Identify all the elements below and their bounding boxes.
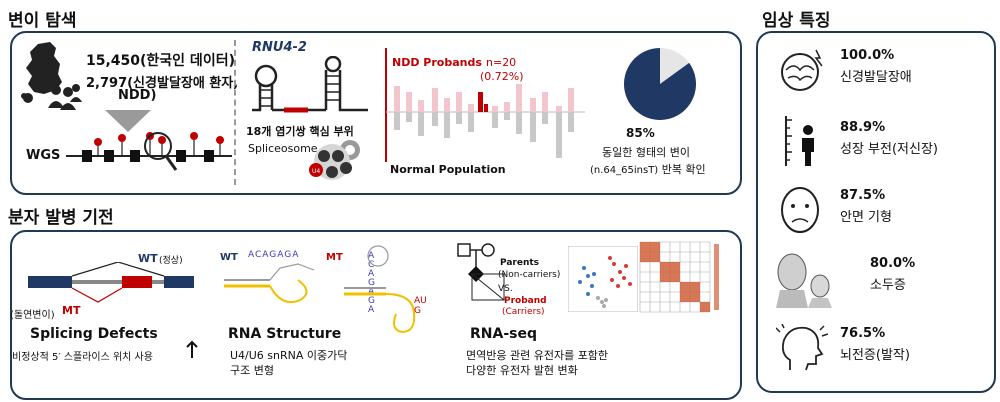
wt-rna-structure xyxy=(224,263,315,304)
clinical-pct: 100.0% xyxy=(840,48,895,63)
height-icon xyxy=(785,116,814,166)
splicing-desc: 비정상적 5′ 스플라이스 위치 사용 xyxy=(12,352,153,363)
spliceosome-label: Spliceosome xyxy=(248,142,318,155)
ndd-count-line1: 2,797(신경발달장애 환자, xyxy=(86,76,239,91)
mt-sequence: ACAGAGA xyxy=(368,251,375,315)
molecular-mechanism-title: 분자 발병 기전 xyxy=(8,208,114,228)
proband-label: Proband xyxy=(504,296,547,306)
down-arrow-icon xyxy=(105,110,151,132)
vs-label: VS. xyxy=(498,284,513,294)
clinical-label: 성장 부전(저신장) xyxy=(840,142,938,157)
korea-map-icon xyxy=(21,42,82,110)
rna-desc-2: 구조 변형 xyxy=(230,364,274,377)
clinical-pct: 80.0% xyxy=(870,256,916,271)
n-pct-label: (0.72%) xyxy=(480,70,524,83)
pie-pct-label: 85% xyxy=(626,126,655,140)
up-arrow-icon xyxy=(186,340,198,358)
clinical-pct: 88.9% xyxy=(840,120,886,135)
comparison-arrow xyxy=(471,273,505,301)
clinical-panel xyxy=(756,31,996,393)
splicing-diagram xyxy=(28,262,194,303)
variant-search-panel xyxy=(10,31,742,195)
pie-slice-recurrent xyxy=(624,48,696,120)
clinical-pct: 76.5% xyxy=(840,326,886,341)
rna-desc-1: U4/U6 snRNA 이중가닥 xyxy=(230,349,348,362)
panel-divider xyxy=(234,40,236,185)
clinical-pct: 87.5% xyxy=(840,188,886,203)
rna-structure-title: RNA Structure xyxy=(228,326,342,342)
variant-distribution-chart xyxy=(385,48,585,162)
volcano-plot xyxy=(568,246,638,312)
mt-label: MT xyxy=(62,304,81,317)
mt-rna-structure xyxy=(344,245,416,334)
clinical-features-title: 임상 특징 xyxy=(762,11,831,31)
clinical-label: 소두증 xyxy=(870,278,906,293)
wgs-label: WGS xyxy=(26,148,61,163)
spliceosome-icon: U4 xyxy=(309,140,360,180)
rna-wt-label: WT xyxy=(220,252,238,263)
clinical-label: 뇌전증(발작) xyxy=(840,348,910,363)
wt-label: WT xyxy=(138,252,158,265)
gene-label: RNU4-2 xyxy=(252,40,307,55)
rna-seq-desc-2: 다양한 유전자 발현 변화 xyxy=(466,364,578,377)
carriers-label: (Carriers) xyxy=(502,307,545,317)
mt-loop-seq: AUG xyxy=(414,296,427,316)
rna-seq-title: RNA-seq xyxy=(470,326,537,342)
normal-population-label: Normal Population xyxy=(390,163,506,176)
wt-normal-label: (정상) xyxy=(159,256,183,266)
recurrent-label: 반복 확인 xyxy=(658,163,706,176)
rna-seq-desc-1: 면역반응 관련 유전자를 포함한 xyxy=(466,349,609,362)
mutant-label: (돌연변이) xyxy=(10,310,55,321)
same-variant-label: 동일한 형태의 변이 xyxy=(602,146,690,159)
correlation-heatmap xyxy=(639,241,719,313)
mechanism-panel xyxy=(10,230,742,400)
face-icon xyxy=(781,187,819,233)
ndd-count-line2: NDD) xyxy=(118,88,157,103)
seizure-icon xyxy=(776,324,828,371)
brain-icon xyxy=(781,49,823,91)
variant-pie-chart xyxy=(624,48,696,120)
microcephaly-icon xyxy=(776,253,832,308)
genome-track xyxy=(66,132,232,171)
svg-text:U4: U4 xyxy=(312,168,320,175)
korean-data-count: 15,450(한국인 데이터) xyxy=(86,53,235,69)
n-count-label: n=20 xyxy=(486,56,517,69)
rnu4-2-structure xyxy=(252,56,368,113)
non-carriers-label: (Non-carriers) xyxy=(498,270,561,280)
parents-label: Parents xyxy=(500,258,540,268)
wt-sequence: ACAGAGA xyxy=(248,250,300,260)
rna-mt-label: MT xyxy=(326,252,343,263)
core-site-label: 18개 염기쌍 핵심 부위 xyxy=(246,125,354,138)
variant-recurrent-line: (n.64_65insT) 반복 확인 xyxy=(590,161,706,177)
ndd-probands-label: NDD Probands xyxy=(392,56,482,69)
splicing-title: Splicing Defects xyxy=(30,326,158,342)
variant-name: (n.64_65insT) xyxy=(590,165,659,176)
variant-search-title: 변이 탐색 xyxy=(8,11,77,31)
clinical-label: 신경발달장애 xyxy=(840,70,912,85)
clinical-label: 안면 기형 xyxy=(840,210,892,225)
